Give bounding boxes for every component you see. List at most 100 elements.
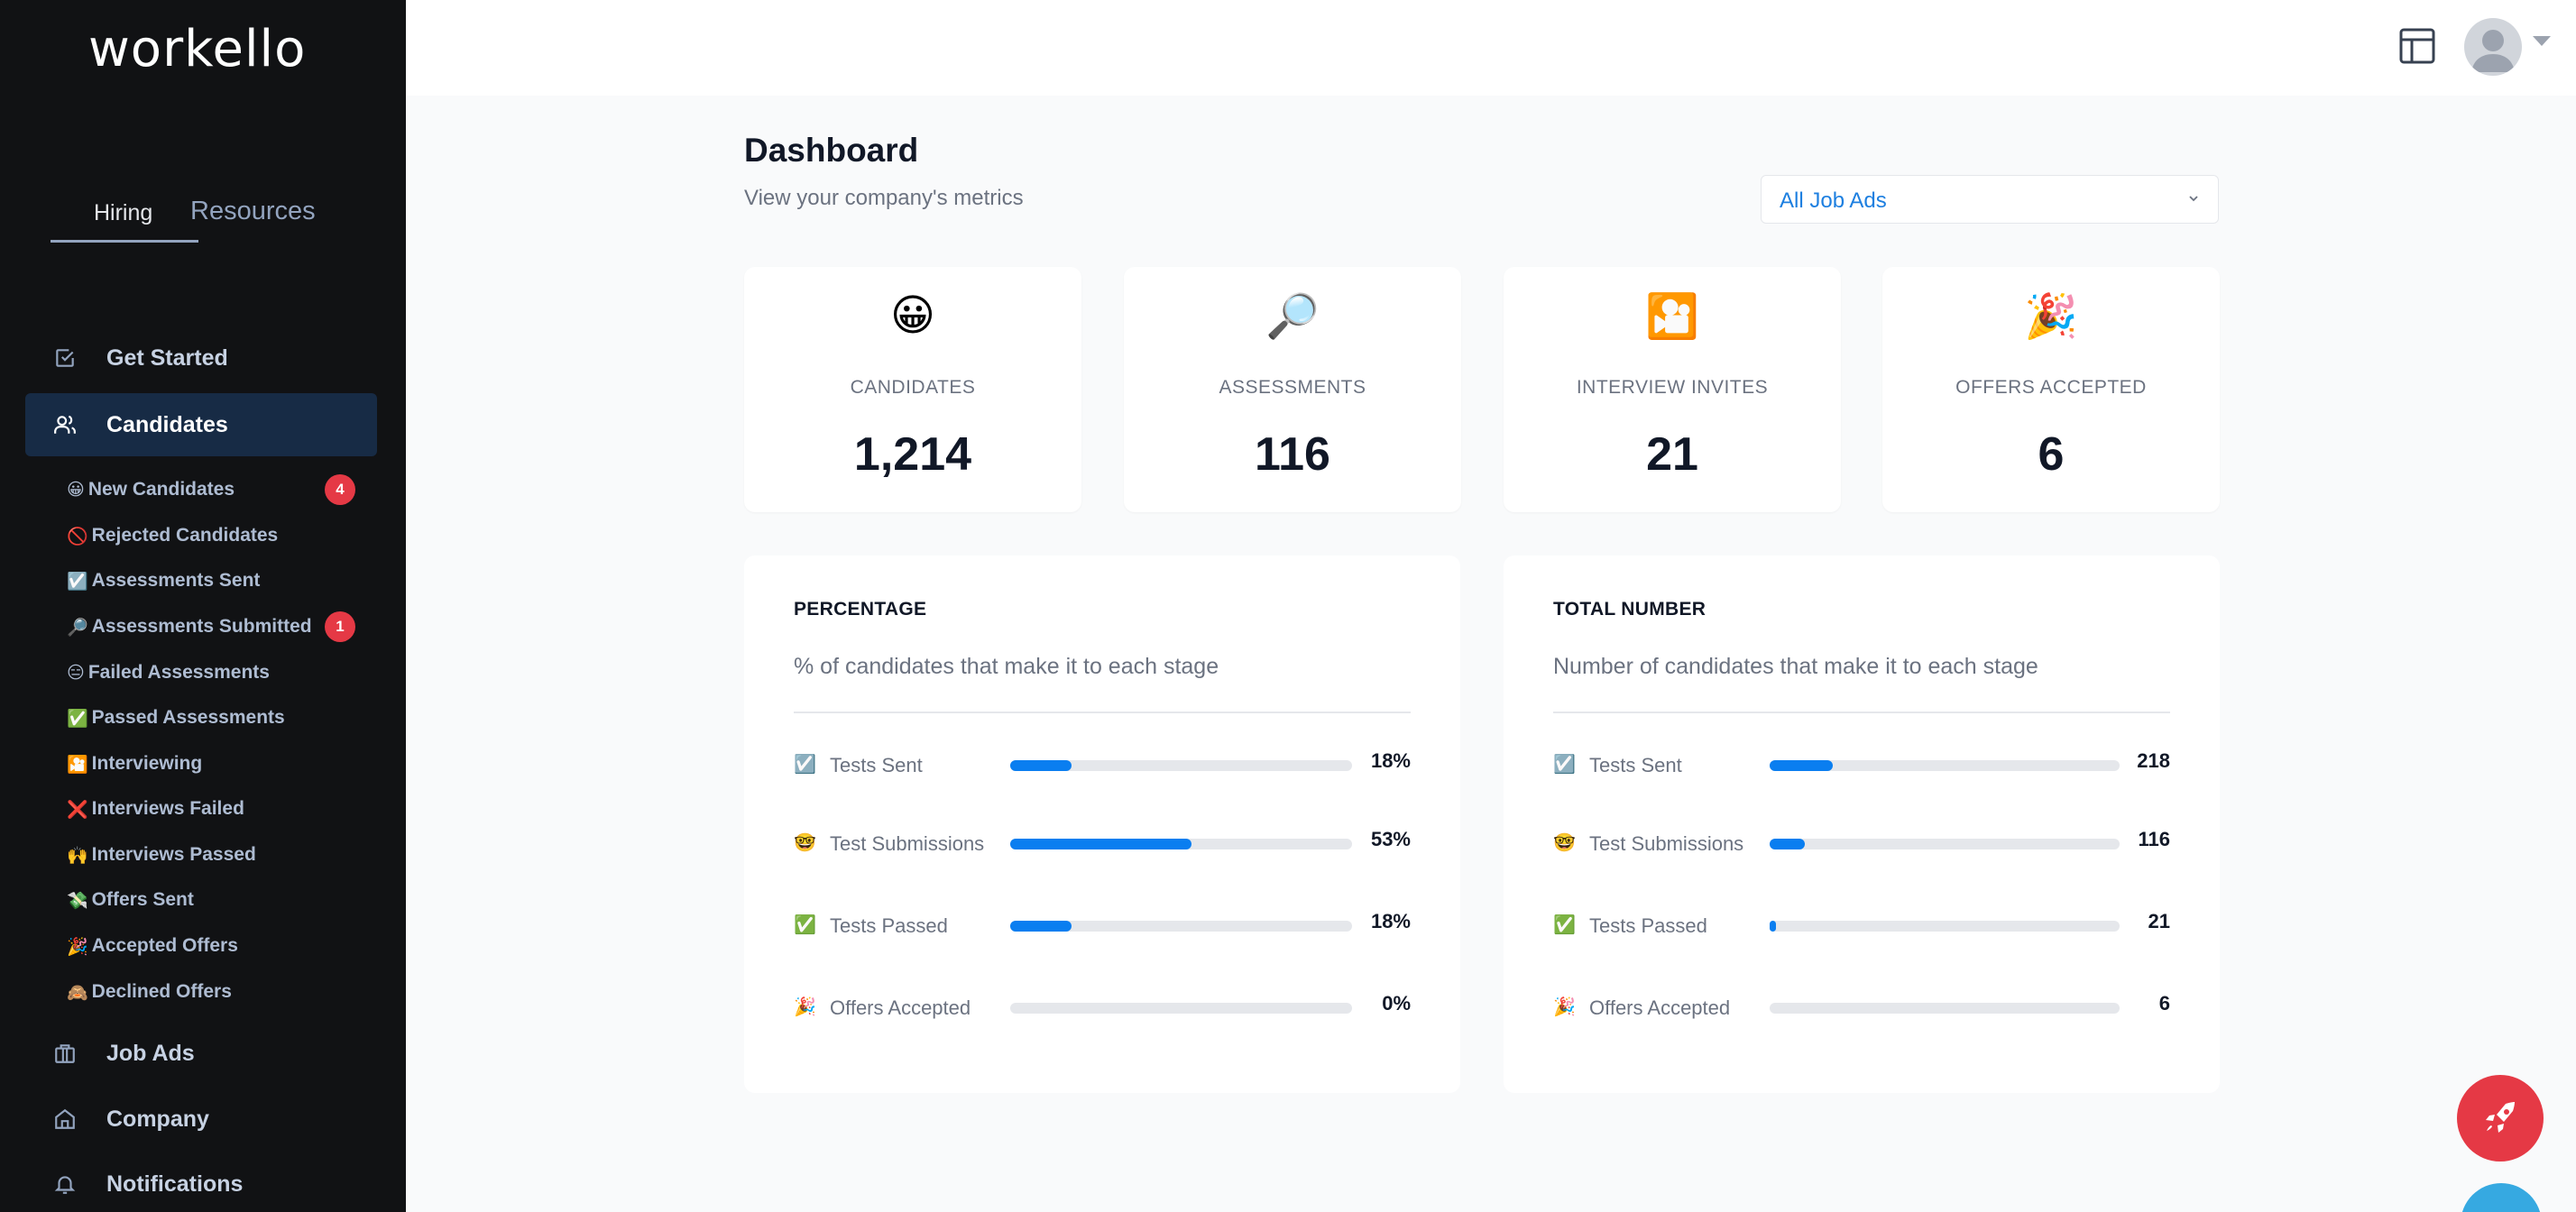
row-emoji: ✅ [794,914,816,935]
row-emoji: ✅ [1553,914,1576,935]
progress-fill [1770,760,1833,771]
nav-notifications[interactable]: Notifications [25,1152,377,1212]
item-label: Accepted Offers [91,935,238,956]
item-label: Rejected Candidates [91,525,279,546]
row-label: Test Submissions [1589,832,1744,855]
progress-track [1010,839,1352,849]
progress-fill [1770,921,1776,932]
chevron-down-icon[interactable] [2533,36,2551,46]
item-label: Interviews Passed [91,844,256,865]
chevron-down-icon [2189,196,2198,202]
row-label: Tests Passed [1589,914,1707,937]
candidate-submenu-item[interactable]: ❌ Interviews Failed [67,794,244,824]
progress-track [1010,760,1352,771]
item-emoji: 😀 [67,480,85,500]
sidebar: workello Hiring Resources Get Started Ca… [0,0,406,1212]
stat-label: CANDIDATES [850,377,976,398]
tab-underline [51,240,198,243]
row-value: 218 [2137,749,2170,772]
nav-label: Job Ads [106,1040,195,1066]
item-label: Passed Assessments [91,707,285,728]
candidate-submenu-item[interactable]: 🔎 Assessments Submitted [67,611,312,642]
item-label: Declined Offers [91,981,232,1002]
progress-track [1770,1003,2120,1014]
home-icon [52,1106,78,1132]
progress-track [1770,921,2120,932]
funnel-row: 🤓 Test Submissions 53% [794,824,1411,860]
stat-emoji: 🎉 [2024,291,2078,342]
nav-label: Notifications [106,1171,244,1197]
candidate-submenu-item[interactable]: 💸 Offers Sent [67,885,194,915]
funnel-row: ☑️ Tests Sent 18% [794,746,1411,782]
progress-track [1010,921,1352,932]
row-label: Offers Accepted [830,996,971,1019]
row-emoji: ☑️ [794,753,816,775]
progress-fill [1010,839,1191,849]
job-ads-select[interactable]: All Job Ads [1761,175,2219,224]
nav-candidates[interactable]: Candidates [25,393,377,456]
candidate-submenu-item[interactable]: 🙈 Declined Offers [67,977,232,1007]
candidate-submenu-item[interactable]: 🚫 Rejected Candidates [67,520,278,551]
item-emoji: ✅ [67,708,88,729]
card-title: TOTAL NUMBER [1553,599,1707,620]
row-value: 18% [1370,749,1411,772]
stat-card: 🎉 OFFERS ACCEPTED 6 [1882,267,2220,512]
nav-label: Candidates [106,411,228,437]
candidate-submenu-item[interactable]: 🎉 Accepted Offers [67,931,238,961]
stat-emoji: 🎦 [1645,291,1699,342]
candidate-submenu-item[interactable]: 🙌 Interviews Passed [67,840,256,870]
candidate-submenu-item[interactable]: ✅ Passed Assessments [67,702,285,733]
funnel-row: ✅ Tests Passed 18% [794,906,1411,942]
row-emoji: 🎉 [794,996,816,1017]
row-value: 21 [2148,910,2170,932]
funnel-row: 🎉 Offers Accepted 0% [794,988,1411,1024]
item-emoji: 🎉 [67,936,88,957]
stat-card: 🔎 ASSESSMENTS 116 [1124,267,1461,512]
item-emoji: ❌ [67,799,88,820]
item-emoji: 🙈 [67,982,88,1003]
page-subtitle: View your company's metrics [744,186,1024,210]
divider [794,712,1411,713]
item-emoji: ☑️ [67,571,88,592]
nav-get-started[interactable]: Get Started [25,326,377,390]
users-icon [52,412,78,437]
item-emoji: 🎦 [67,754,88,775]
row-label: Tests Sent [830,754,923,776]
item-emoji: 💸 [67,890,88,911]
item-label: Offers Sent [91,889,194,910]
chat-button[interactable] [2461,1183,2542,1212]
candidate-submenu-item[interactable]: 😑 Failed Assessments [67,657,270,688]
rocket-icon [2486,1102,2515,1133]
funnel-row: 🤓 Test Submissions 116 [1553,824,2170,860]
candidate-submenu-item[interactable]: ☑️ Assessments Sent [67,565,260,596]
row-value: 53% [1370,828,1411,850]
row-emoji: 🤓 [794,831,816,853]
item-label: Assessments Sent [91,570,261,591]
bell-icon [52,1171,78,1197]
logo[interactable]: workello [88,20,307,78]
progress-track [1770,760,2120,771]
stat-emoji: 🔎 [1265,291,1320,342]
avatar[interactable] [2464,18,2522,76]
count-badge: 4 [325,474,355,505]
sidebar-tabs: Hiring Resources [51,195,393,245]
layout-icon[interactable] [2397,26,2437,66]
nav-job-ads[interactable]: Job Ads [25,1022,377,1085]
tab-resources[interactable]: Resources [190,197,316,225]
nav-label: Company [106,1106,209,1132]
row-label: Offers Accepted [1589,996,1731,1019]
candidate-submenu-item[interactable]: 😀 New Candidates [67,474,235,505]
page-title: Dashboard [744,132,919,169]
briefcase-icon [52,1041,78,1066]
item-label: Assessments Submitted [91,616,312,637]
candidate-submenu-item[interactable]: 🎦 Interviewing [67,748,202,779]
progress-fill [1010,760,1072,771]
total-number-card: TOTAL NUMBER Number of candidates that m… [1504,556,2220,1093]
stat-card: 🎦 INTERVIEW INVITES 21 [1504,267,1841,512]
rocket-button[interactable] [2457,1075,2544,1162]
stat-value: 1,214 [853,428,972,481]
row-value: 0% [1382,992,1411,1015]
tab-hiring[interactable]: Hiring [94,200,153,225]
progress-track [1770,839,2120,849]
nav-company[interactable]: Company [25,1088,377,1151]
